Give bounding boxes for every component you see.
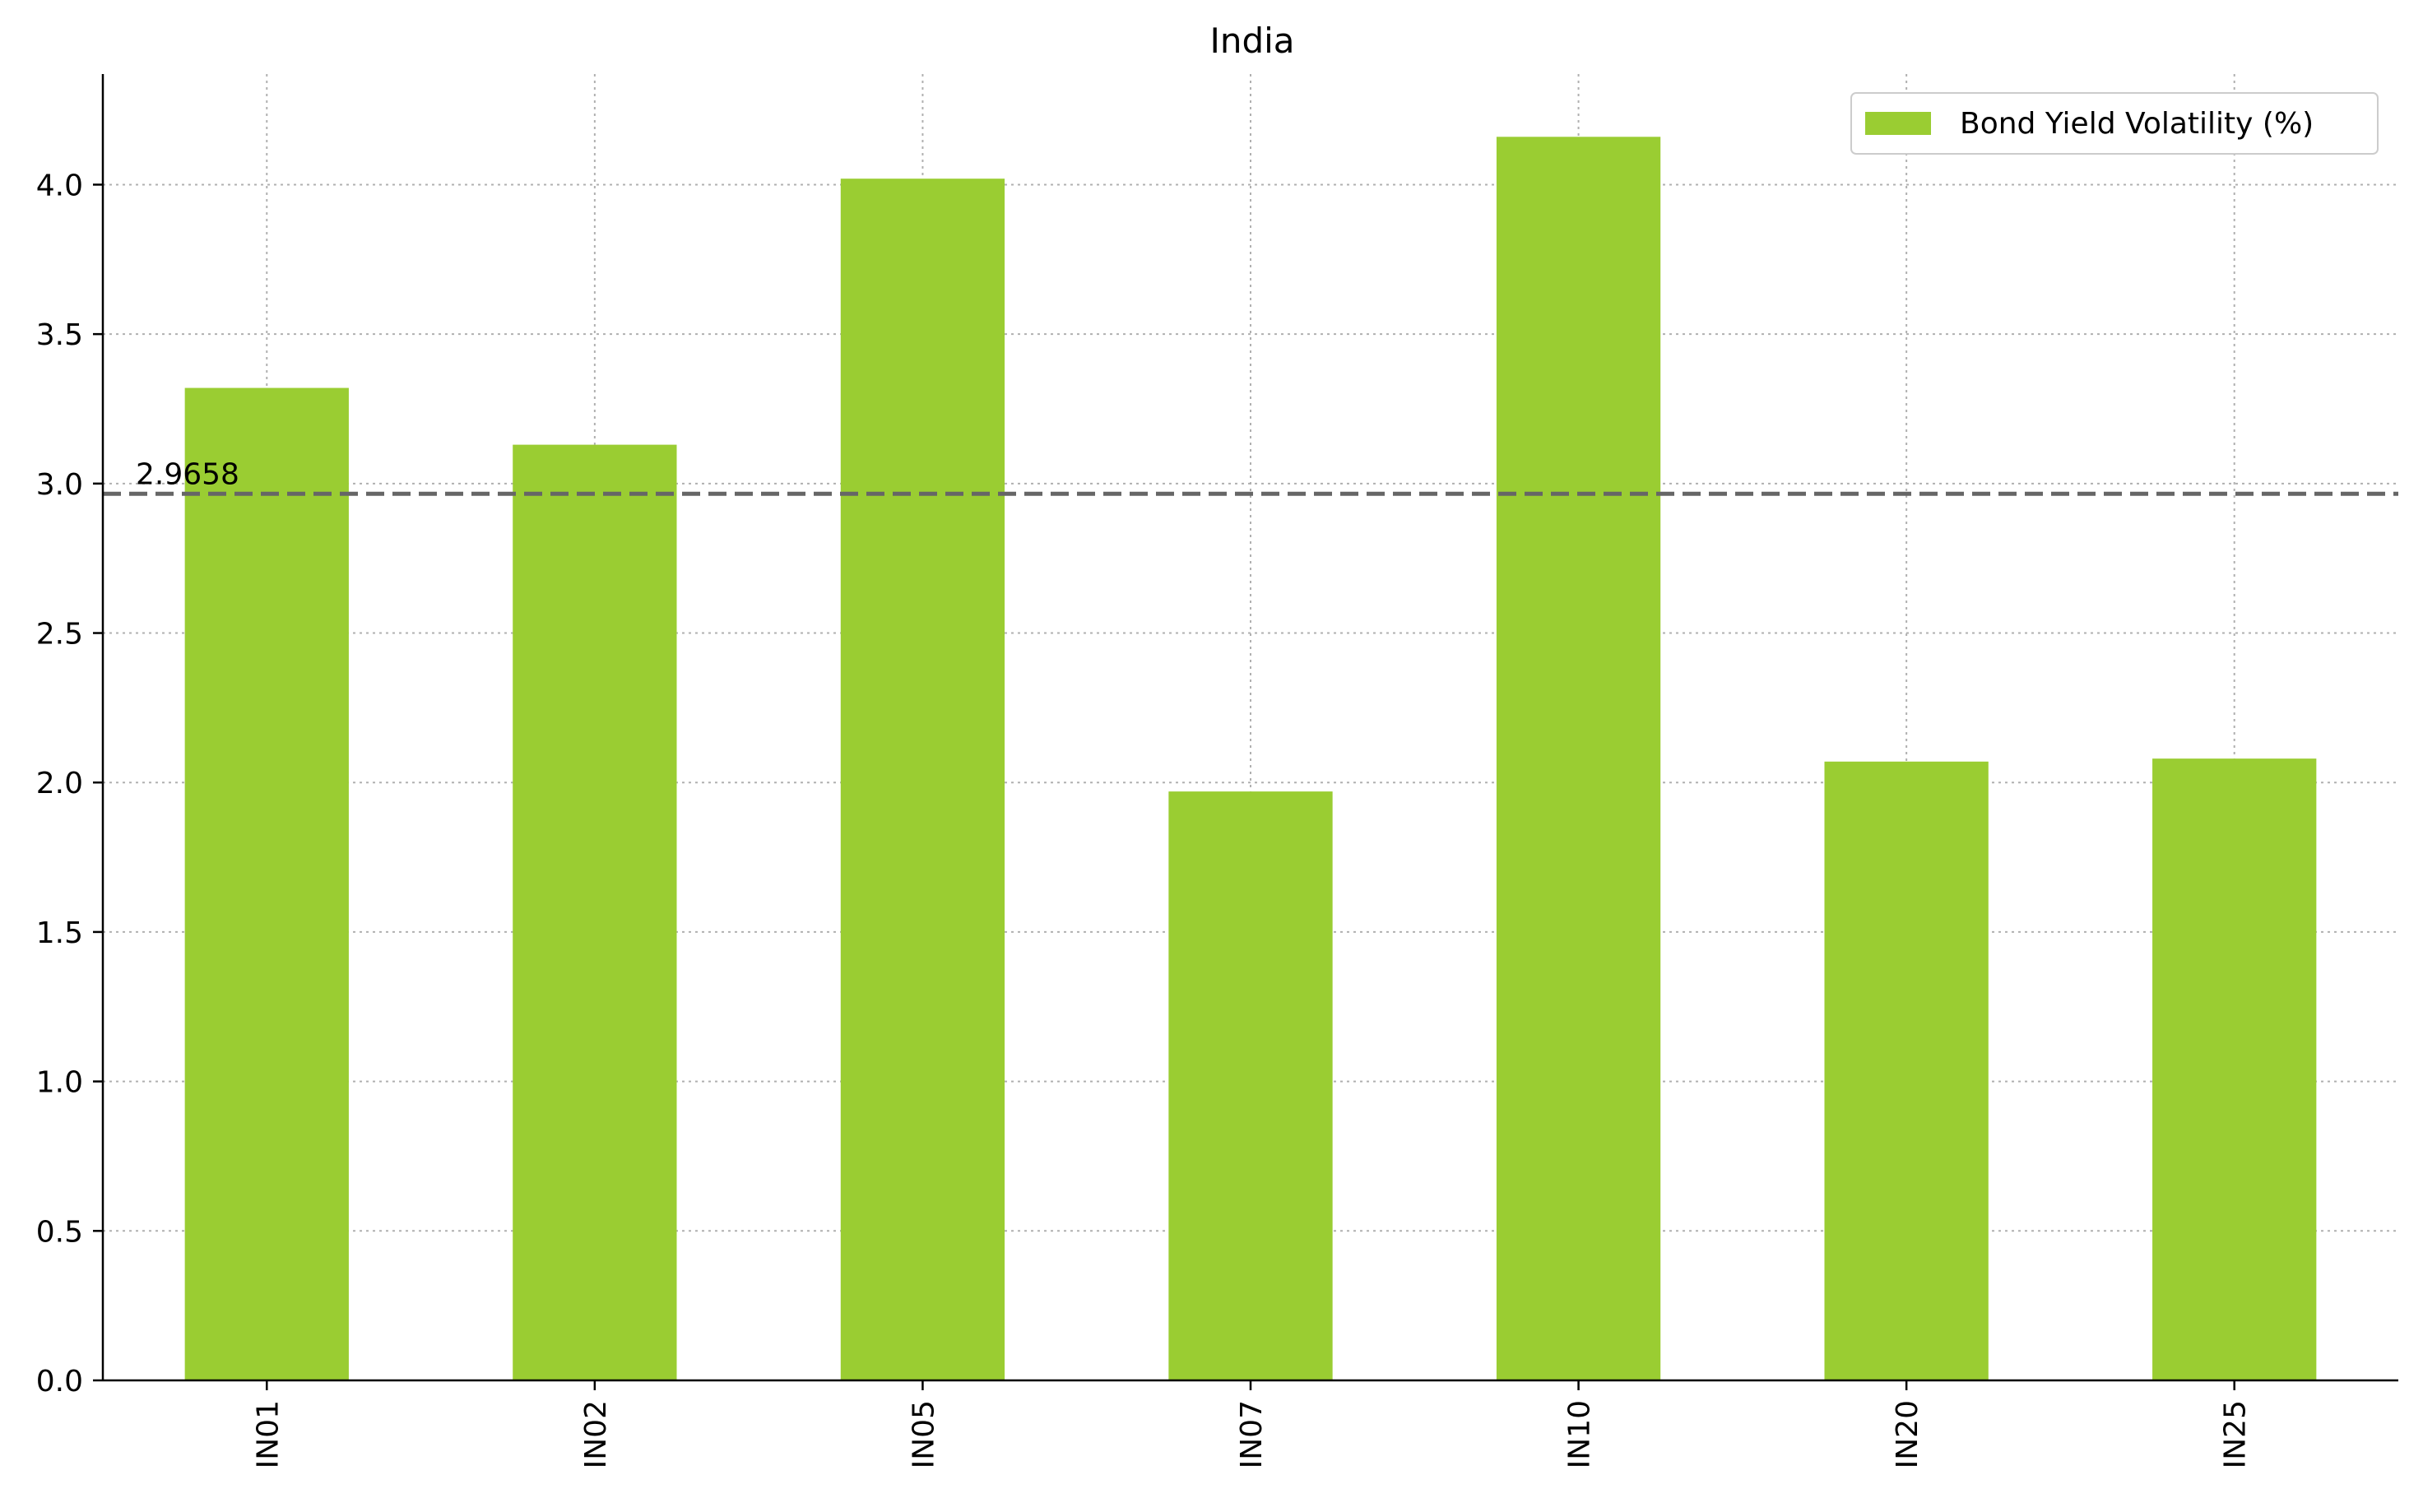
bar-in20 [1824, 761, 1989, 1380]
x-tick-label: IN20 [1891, 1400, 1924, 1468]
y-tick-label: 1.5 [36, 916, 83, 950]
y-tick-label: 4.0 [36, 169, 83, 202]
bars-layer [184, 137, 2317, 1381]
x-tick-label: IN01 [251, 1400, 285, 1468]
bar-in07 [1168, 791, 1333, 1380]
y-tick-label: 0.5 [36, 1215, 83, 1249]
x-tick-label: IN07 [1235, 1400, 1269, 1468]
y-tick-label: 2.5 [36, 618, 83, 652]
x-tick-label: IN05 [907, 1400, 940, 1468]
y-tick-label: 2.0 [36, 767, 83, 800]
y-tick-label: 1.0 [36, 1066, 83, 1100]
x-tick-label: IN10 [1563, 1400, 1597, 1468]
bar-in02 [513, 444, 677, 1380]
x-tick-label: IN25 [2219, 1400, 2253, 1468]
legend-label: Bond Yield Volatility (%) [1960, 107, 2314, 141]
y-tick-label: 3.0 [36, 468, 83, 502]
x-axis-ticks: IN01 IN02 IN05 IN07 IN10 IN20 IN25 [251, 1380, 2253, 1468]
y-tick-label: 0.0 [36, 1365, 83, 1398]
legend-swatch [1865, 112, 1931, 135]
bar-in25 [2152, 758, 2317, 1380]
bar-in10 [1496, 137, 1661, 1380]
x-tick-label: IN02 [579, 1400, 613, 1468]
reference-line-label: 2.9658 [136, 457, 239, 491]
chart-title: India [1209, 21, 1294, 61]
legend-frame [1850, 92, 2379, 155]
y-tick-label: 3.5 [36, 318, 83, 352]
y-axis-ticks: 0.0 0.5 1.0 1.5 2.0 2.5 3.0 3.5 4.0 [36, 169, 103, 1398]
legend: Bond Yield Volatility (%) [1850, 92, 2379, 155]
bar-in01 [184, 387, 349, 1381]
bar-in05 [840, 179, 1005, 1381]
reference-line-layer: 2.9658 [103, 457, 2398, 496]
